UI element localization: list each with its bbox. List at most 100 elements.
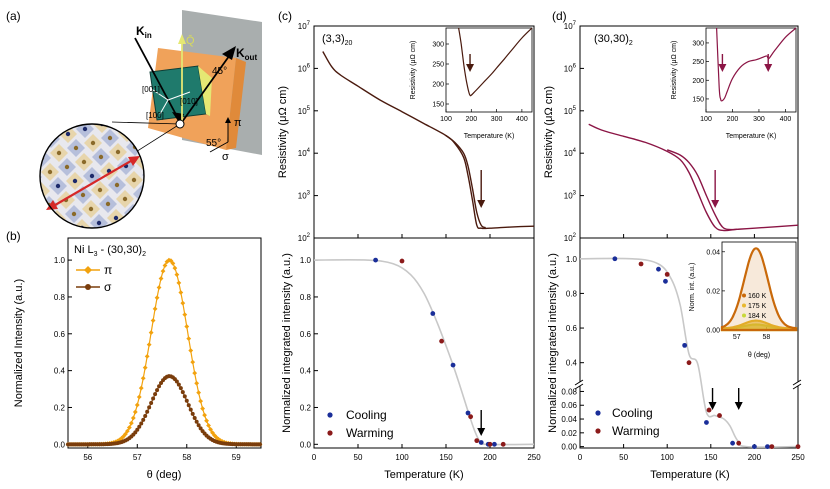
c-cooling-point — [430, 311, 436, 316]
b-pi-point — [206, 423, 211, 428]
panel-d-inset-plot: 100 200 300 400 150 200 250 300 — [692, 27, 797, 123]
c-inset-curve — [458, 27, 533, 97]
lattice-plaquette — [142, 166, 144, 184]
d-binset-ytick-label: 0.04 — [706, 249, 720, 256]
c-warming-point — [500, 441, 506, 447]
panel-b-axes: 56 57 58 59 0.0 0.2 0.4 0.6 0.8 1.0 — [54, 256, 241, 462]
b-pi-point — [208, 427, 213, 432]
c-inset-ytick-label: 250 — [432, 62, 444, 69]
legend-cooling-label: Cooling — [346, 408, 387, 422]
k-out-arrowhead-icon — [222, 46, 236, 60]
b-series-line-sigma — [68, 375, 260, 445]
b-pi-point — [126, 425, 132, 430]
lattice-atom — [115, 149, 121, 155]
lattice-atom — [117, 117, 121, 121]
panel-d-bottom-plot: 0 50 100 150 200 250 0.4 0.6 0.8 1.0 0.00 0.02 0.04 0… — [561, 255, 805, 462]
lattice-plaquette — [51, 124, 69, 129]
lattice-plaquette — [40, 135, 43, 153]
lattice-plaquette — [119, 91, 137, 109]
b-xtick-label: 58 — [182, 453, 191, 462]
d-bot-xtick-label: 0 — [578, 453, 583, 462]
lattice-plaquette — [68, 106, 86, 124]
panel-d-top-plot: 102 103 104 105 106 107 — [564, 21, 799, 243]
c-inset-ytick-label: 200 — [432, 82, 444, 89]
b-pi-point — [130, 415, 136, 421]
b-pi-point — [172, 265, 178, 271]
b-pi-point — [162, 263, 168, 268]
lattice-atom — [122, 230, 126, 234]
axis-001-line — [149, 87, 169, 101]
d-bot-ytick-label: 0.06 — [561, 401, 577, 410]
lattice-atom — [156, 220, 160, 224]
panel-c-inset-plot: 100 200 300 400 150 200 250 300 — [432, 27, 533, 123]
b-pi-point — [170, 260, 176, 266]
d-bot-transition-arrow-1-head-icon — [734, 402, 743, 410]
c-bot-transition-arrow-head-icon — [477, 428, 486, 436]
b-pi-point — [150, 318, 156, 323]
lattice-atom — [15, 147, 19, 151]
lattice-atom — [47, 169, 53, 175]
b-pi-point — [214, 435, 219, 440]
d-top-cooling-curve — [588, 123, 799, 232]
b-sigma-point — [135, 427, 140, 432]
d-bot-ytick-label: 0.02 — [561, 429, 577, 438]
d-inset-ytick-label: 250 — [692, 59, 704, 66]
b-pi-point — [152, 306, 158, 312]
lattice-plaquette — [15, 187, 33, 205]
c-bot-ytick-label: 0.8 — [300, 293, 312, 302]
lattice-plaquette — [8, 140, 26, 158]
lattice-atom — [65, 131, 71, 137]
panel-b-xlabel: θ (deg) — [147, 469, 182, 481]
d-inset-ytick-label: 150 — [692, 96, 704, 103]
lattice-plaquette — [102, 96, 120, 114]
k-in-label: Kin — [136, 24, 152, 40]
lattice-atom — [40, 124, 46, 128]
axis-010-label: [010] — [180, 97, 198, 106]
d-cooling-point — [730, 440, 735, 446]
sigma-arrow — [209, 141, 229, 153]
d-top-warming-curve — [666, 149, 738, 231]
panel-d: (d) 102 103 104 105 106 107 (30,30)2 Resistiv… — [543, 9, 805, 481]
stripe-wavevector-arrow — [49, 157, 137, 209]
k-out-label: Kout — [236, 46, 257, 62]
panel-c-title: (3,3)20 — [322, 33, 353, 47]
lattice-atom — [75, 113, 79, 117]
c-warming-point — [468, 414, 474, 420]
lattice-atom — [82, 126, 88, 132]
legend-d-cooling-marker — [595, 410, 601, 416]
lattice-plaquette — [17, 121, 35, 139]
b-pi-point — [204, 418, 209, 424]
b-pi-point — [128, 420, 134, 426]
legend-sigma-marker — [85, 284, 91, 290]
b-sigma-point — [186, 403, 191, 408]
lattice-atom — [124, 130, 130, 136]
b-sigma-point — [192, 415, 197, 420]
lattice-atom — [22, 194, 26, 198]
c-bot-ytick-label: 0.0 — [300, 440, 312, 449]
b-pi-point — [194, 380, 200, 386]
c-bot-xtick-label: 0 — [312, 453, 317, 462]
b-pi-point — [123, 431, 128, 437]
legend-pi-label: π — [104, 263, 112, 277]
lattice-plaquette — [40, 215, 49, 228]
d-inset-arrow-1-head-icon — [764, 64, 773, 72]
lattice-atom — [89, 173, 95, 179]
panel-a: (a) Kin Kout Q̄ 45° [001] [010] [100] π — [6, 9, 262, 234]
b-sigma-point — [155, 388, 160, 393]
c-inset-xtick-label: 100 — [440, 116, 452, 123]
b-sigma-point — [149, 400, 154, 405]
d-top-ytick-label: 105 — [564, 106, 577, 116]
stripe-arrowhead-end-icon — [128, 156, 140, 166]
d-bot-transition-arrow-0-head-icon — [708, 402, 717, 410]
lattice-atom — [24, 128, 28, 132]
c-bot-xtick-label: 250 — [527, 453, 541, 462]
d-cooling-point — [704, 420, 709, 425]
axis-100-line — [159, 99, 169, 115]
zoom-line-top — [111, 121, 181, 125]
lattice-atom — [71, 211, 77, 217]
c-top-warming-curve — [445, 135, 486, 229]
c-bot-xtick-label: 150 — [439, 453, 453, 462]
c-cooling-point — [492, 441, 497, 447]
lattice-plaquette — [40, 168, 42, 186]
